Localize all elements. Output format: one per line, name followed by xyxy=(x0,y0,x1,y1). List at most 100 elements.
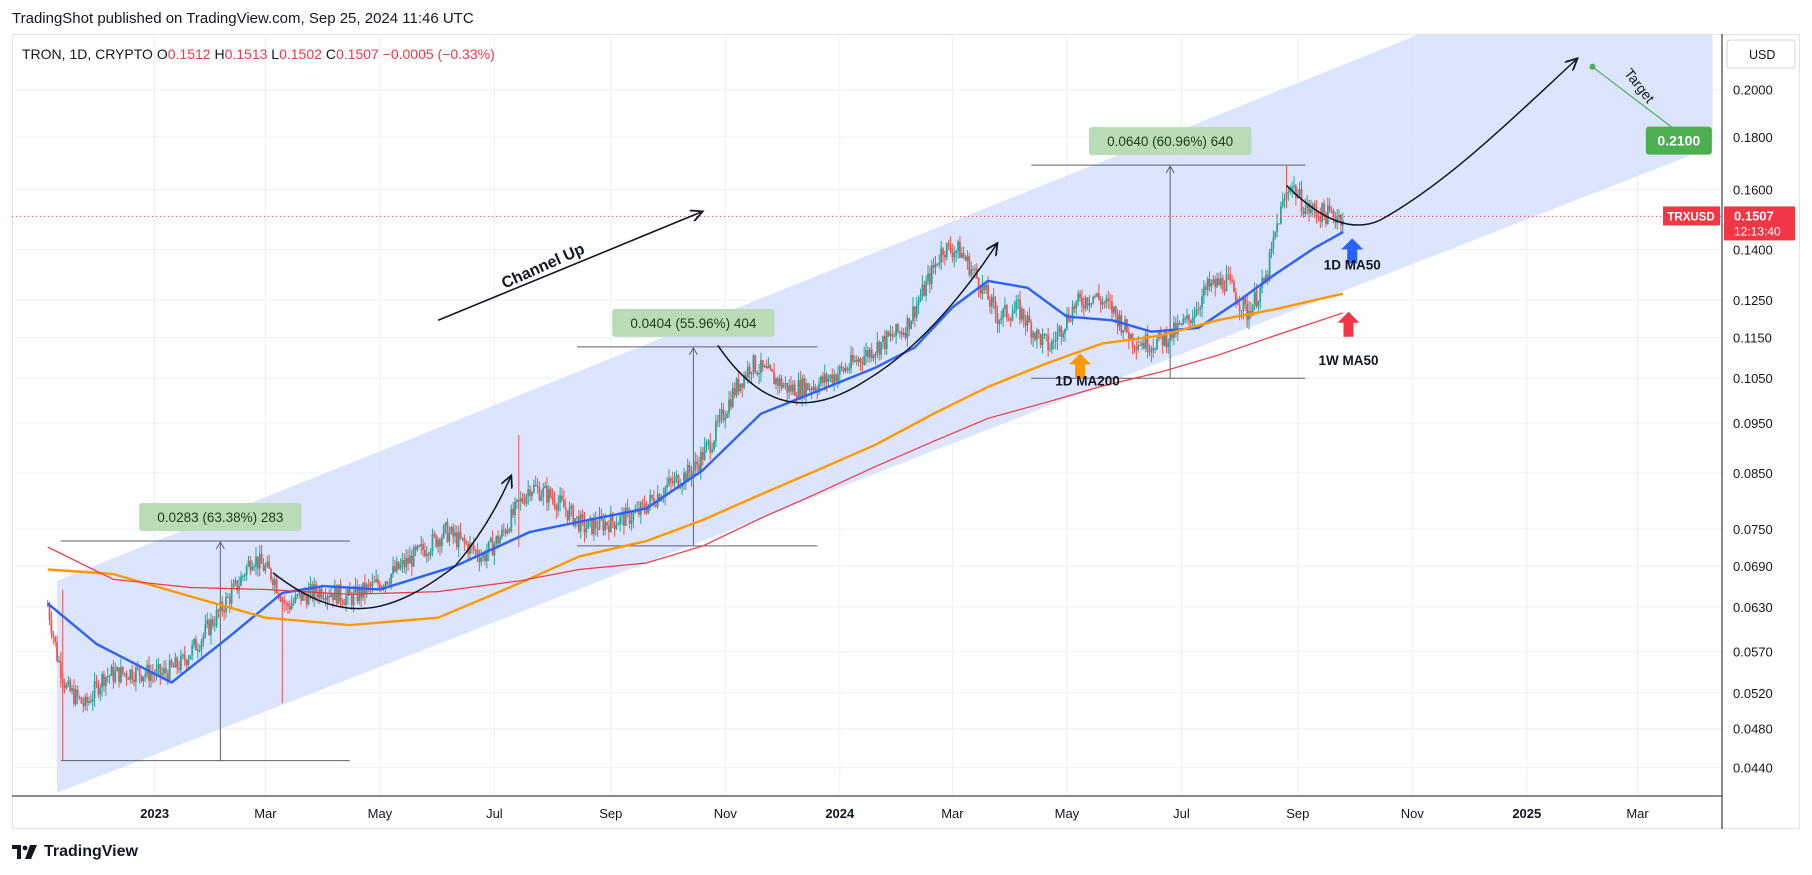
candle-body xyxy=(897,324,899,332)
candle-body xyxy=(855,360,858,362)
candle-body xyxy=(424,549,426,557)
candle-body xyxy=(805,383,807,397)
candle-body xyxy=(213,625,216,627)
candle-body xyxy=(773,371,775,385)
candle-body xyxy=(842,367,845,372)
candle-body xyxy=(880,341,882,355)
candle-body xyxy=(440,537,443,547)
currency-box xyxy=(1726,39,1796,69)
candle-body xyxy=(241,575,244,577)
candle-body xyxy=(1266,274,1269,279)
candle-body xyxy=(771,369,774,372)
candle-body xyxy=(1020,309,1023,320)
candle-body xyxy=(1088,303,1091,306)
candle-body xyxy=(632,512,635,521)
candle-body xyxy=(193,639,195,645)
candle-body xyxy=(317,593,319,598)
y-tick-label: 0.1250 xyxy=(1733,293,1773,308)
candle-body xyxy=(1024,320,1027,326)
candle-body xyxy=(478,556,481,563)
candle-body xyxy=(1097,293,1100,300)
candle-body xyxy=(335,585,338,604)
candle-body xyxy=(570,505,573,508)
candle-body xyxy=(1148,351,1151,353)
candle-body xyxy=(183,654,186,661)
arc-arrows xyxy=(272,58,1578,610)
candle-body xyxy=(523,501,526,504)
candle-body xyxy=(760,360,762,374)
candle-body xyxy=(551,497,554,499)
candle-body xyxy=(641,502,644,504)
candle-body xyxy=(748,366,751,375)
tradingview-brand: TradingView xyxy=(44,843,138,860)
candle-body xyxy=(78,696,81,698)
candle-body xyxy=(322,597,325,599)
candle-body xyxy=(1219,278,1222,285)
candle-body xyxy=(54,636,57,643)
candle-body xyxy=(80,697,83,704)
candle-body xyxy=(272,579,274,586)
candle-body xyxy=(1142,342,1145,349)
legend-close-label: C xyxy=(326,46,336,62)
candle-body xyxy=(191,644,194,656)
ma50-up-arrow-icon xyxy=(1341,238,1364,264)
candle-body xyxy=(990,296,993,307)
candle-body xyxy=(733,388,736,396)
ma50-label: 1D MA50 xyxy=(1324,258,1381,273)
candle-body xyxy=(823,373,826,383)
candle-body xyxy=(258,553,261,569)
candle-body xyxy=(1291,186,1294,191)
candle-body xyxy=(799,380,802,398)
candle-body xyxy=(651,495,653,499)
candle-body xyxy=(806,383,809,390)
candle-body xyxy=(1203,286,1205,297)
rally-label-box xyxy=(139,502,302,531)
candle-body xyxy=(348,588,351,596)
candle-body xyxy=(576,516,578,519)
candle-body xyxy=(288,606,291,610)
candle-body xyxy=(868,349,871,358)
legend-low: 0.1502 xyxy=(279,46,322,62)
candle-body xyxy=(1195,309,1198,317)
candle-body xyxy=(65,685,68,689)
candle-body xyxy=(658,494,661,502)
candle-body xyxy=(737,378,740,392)
candle-body xyxy=(422,543,424,550)
candle-body xyxy=(801,378,804,398)
candle-body xyxy=(1330,210,1333,212)
candle-body xyxy=(99,687,102,695)
candle-body xyxy=(1122,330,1125,333)
price-tag-box xyxy=(1724,206,1795,241)
candle-body xyxy=(69,680,72,692)
candle-body xyxy=(1240,310,1243,312)
candle-body xyxy=(959,241,961,258)
candle-body xyxy=(840,366,843,368)
candle-body xyxy=(210,619,212,635)
candle-body xyxy=(375,578,378,582)
moving-averages xyxy=(12,215,1722,684)
candle-body xyxy=(966,256,969,261)
candle-body xyxy=(1099,299,1102,305)
candle-body xyxy=(1090,302,1093,304)
candle-body xyxy=(67,680,70,686)
candle-body xyxy=(311,584,314,599)
candle-body xyxy=(262,563,265,571)
candle-body xyxy=(974,268,976,270)
candle-body xyxy=(722,409,725,421)
candle-body xyxy=(187,659,190,665)
candle-body xyxy=(200,640,203,650)
candle-body xyxy=(249,560,252,571)
candle-body xyxy=(1019,299,1021,320)
candle-body xyxy=(681,484,684,488)
candle-body xyxy=(101,674,103,688)
candle-body xyxy=(501,529,503,538)
candle-body xyxy=(865,350,867,357)
candle-body xyxy=(675,475,678,478)
candle-body xyxy=(510,508,513,532)
candle-body xyxy=(226,596,229,598)
tradingview-footer[interactable]: TradingView xyxy=(12,843,138,861)
candle-body xyxy=(1276,223,1279,232)
candle-body xyxy=(1287,191,1290,193)
candle-body xyxy=(495,536,498,545)
